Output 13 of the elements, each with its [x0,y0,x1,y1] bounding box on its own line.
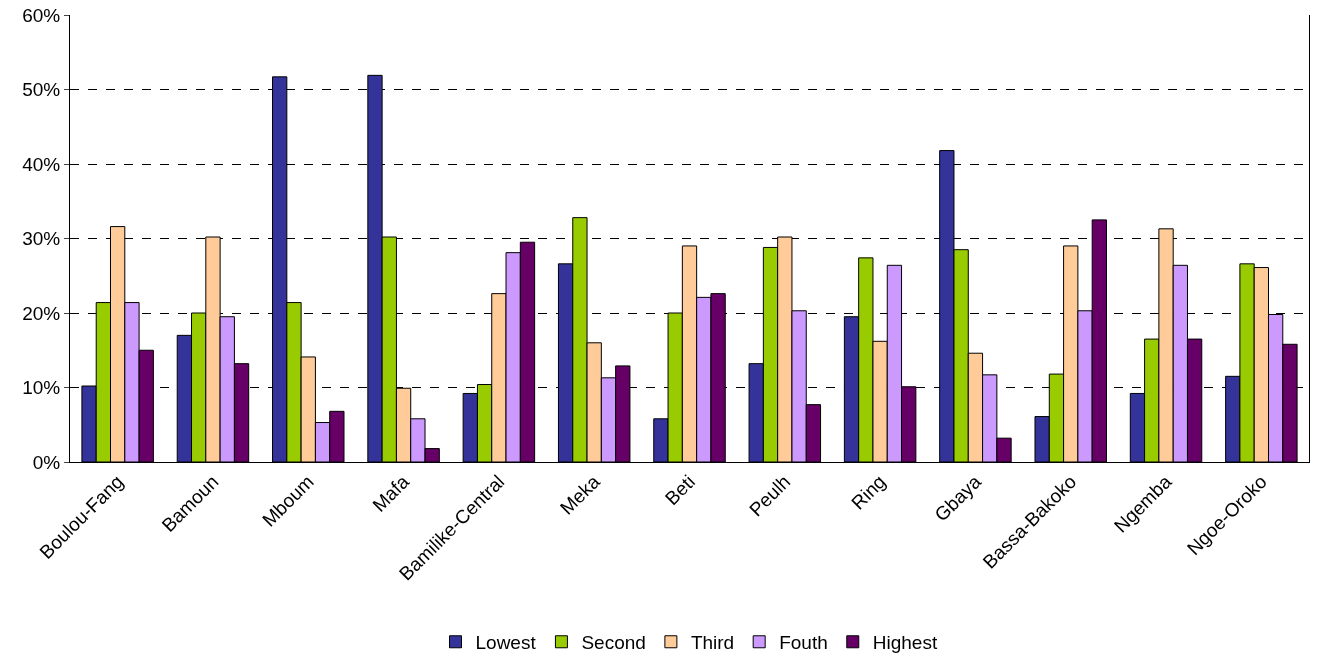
legend-label: Lowest [475,632,537,654]
legend-label: Third [690,632,735,654]
x-tick-label: Beti [661,471,700,509]
y-tick-label: 50% [22,79,61,101]
y-tick-label: 30% [22,228,61,250]
y-tick-label: 20% [22,302,61,324]
legend-label: Second [581,632,646,654]
legend-label: Highest [872,632,938,654]
legend-label: Fouth [779,632,828,654]
y-tick-label: 10% [22,377,61,399]
y-tick-label: 60% [22,4,61,26]
y-tick-label: 0% [32,451,61,473]
y-tick-label: 40% [22,153,61,175]
